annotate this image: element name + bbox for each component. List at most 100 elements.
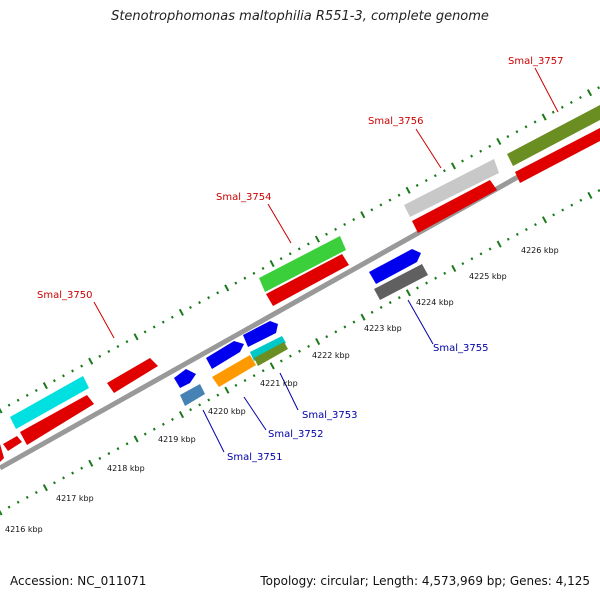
minor-tick — [216, 291, 220, 295]
minor-tick — [161, 320, 165, 324]
minor-tick — [107, 349, 111, 353]
minor-tick — [71, 369, 75, 373]
minor-tick — [98, 354, 102, 358]
minor-tick — [379, 203, 383, 207]
gene-arrow[interactable] — [174, 369, 196, 388]
gene-arrow[interactable] — [254, 342, 288, 366]
minor-tick — [288, 252, 292, 256]
minor-tick — [570, 203, 574, 207]
minor-tick — [125, 340, 129, 344]
minor-tick — [80, 364, 84, 368]
minor-tick — [397, 296, 401, 300]
gene-arrow[interactable] — [10, 376, 89, 429]
minor-tick — [234, 383, 238, 387]
minor-tick — [170, 417, 174, 421]
gene-arrow[interactable] — [180, 384, 205, 406]
ruler-label: 4216 kbp — [5, 525, 43, 534]
gene-reverse-group — [174, 249, 428, 406]
gene-label-smal-3750[interactable]: Smal_3750 — [37, 290, 92, 301]
gene-arrow[interactable] — [369, 249, 421, 284]
gene-label-smal-3753[interactable]: Smal_3753 — [302, 410, 357, 421]
major-tick — [42, 484, 48, 492]
gene-arrow[interactable] — [107, 358, 158, 393]
major-tick — [496, 137, 502, 146]
major-tick — [315, 337, 321, 346]
minor-tick — [461, 159, 464, 163]
major-tick — [496, 240, 502, 248]
major-tick — [88, 357, 94, 365]
minor-tick — [579, 198, 583, 202]
gene-label-smal-3757[interactable]: Smal_3757 — [508, 56, 563, 67]
gene-label-smal-3754[interactable]: Smal_3754 — [216, 192, 271, 203]
minor-tick — [252, 271, 256, 275]
minor-tick — [352, 320, 356, 324]
gene-arrow[interactable] — [250, 336, 286, 361]
minor-tick — [533, 120, 537, 124]
minor-tick — [62, 476, 65, 480]
minor-tick — [288, 354, 292, 358]
minor-tick — [152, 427, 156, 431]
minor-tick — [506, 237, 510, 241]
major-tick — [133, 435, 139, 443]
major-tick — [178, 308, 184, 316]
minor-tick — [488, 247, 492, 251]
major-tick — [541, 113, 547, 121]
ruler-label: 4217 kbp — [56, 494, 94, 503]
gene-arrow[interactable] — [0, 444, 4, 462]
ruler-label: 4225 kbp — [469, 272, 507, 281]
minor-tick — [189, 305, 192, 310]
minor-tick — [243, 378, 247, 383]
gene-arrow[interactable] — [412, 180, 497, 233]
minor-tick — [352, 218, 356, 222]
minor-tick — [551, 110, 555, 114]
gene-arrow[interactable] — [515, 128, 600, 183]
minor-tick — [534, 223, 537, 227]
gene-arrow[interactable] — [259, 236, 346, 292]
gene-arrow[interactable] — [3, 436, 22, 451]
minor-tick — [234, 281, 238, 285]
minor-tick — [578, 96, 582, 100]
minor-tick — [388, 301, 392, 305]
gene-label-smal-3756[interactable]: Smal_3756 — [368, 116, 423, 127]
major-tick — [178, 411, 185, 419]
minor-tick — [53, 481, 56, 485]
gene-arrow[interactable] — [404, 159, 499, 217]
gene-arrow[interactable] — [212, 355, 256, 387]
ruler-label: 4226 kbp — [521, 246, 559, 255]
label-leaders — [93, 67, 559, 453]
gene-arrow[interactable] — [374, 264, 428, 300]
minor-tick — [379, 305, 383, 309]
minor-tick — [279, 257, 283, 261]
gene-arrow[interactable] — [206, 341, 244, 369]
minor-tick — [170, 315, 174, 319]
minor-tick — [125, 442, 129, 446]
minor-tick — [116, 447, 120, 451]
gene-arrow[interactable] — [20, 395, 94, 445]
minor-tick — [524, 125, 528, 129]
minor-tick — [16, 500, 20, 504]
genome-backbone — [0, 127, 600, 471]
minor-tick — [552, 213, 556, 217]
minor-tick — [425, 281, 429, 285]
ruler-label: 4220 kbp — [208, 407, 246, 416]
gene-arrow[interactable] — [266, 254, 349, 306]
major-tick — [42, 382, 48, 390]
minor-tick — [52, 379, 56, 383]
gene-label-smal-3751[interactable]: Smal_3751 — [227, 452, 282, 463]
minor-tick — [107, 452, 111, 456]
gene-arrow[interactable] — [243, 321, 278, 347]
gene-arrow[interactable] — [507, 105, 600, 166]
minor-tick — [416, 286, 419, 290]
minor-tick — [207, 398, 211, 402]
gene-forward-group — [0, 105, 600, 462]
minor-tick — [198, 403, 202, 407]
minor-tick — [198, 301, 201, 305]
gene-label-smal-3752[interactable]: Smal_3752 — [268, 429, 323, 440]
genome-info-text: Topology: circular; Length: 4,573,969 bp… — [260, 574, 590, 588]
minor-tick — [461, 262, 465, 266]
major-tick — [224, 284, 230, 292]
gene-label-smal-3755[interactable]: Smal_3755 — [433, 343, 488, 354]
major-tick — [0, 407, 3, 414]
minor-tick — [34, 490, 38, 495]
minor-tick — [515, 130, 519, 134]
